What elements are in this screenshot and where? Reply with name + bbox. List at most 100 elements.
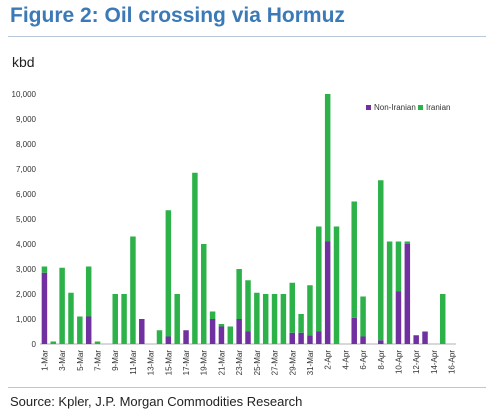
bar-iranian [59,267,65,344]
legend-label: Iranian [426,103,450,112]
x-tick-label: 11-Mar [129,350,138,375]
bar-iranian [307,285,313,336]
bar-non-iranian [351,317,357,344]
bar-non-iranian [289,332,295,344]
x-tick-label: 21-Mar [217,350,226,376]
bar-non-iranian [360,336,366,344]
bar-iranian [209,311,216,319]
x-tick-label: 12-Apr [412,350,421,374]
bar-iranian [77,316,83,344]
y-tick-label: 0 [32,340,37,349]
bar-iranian [404,241,411,244]
x-tick-label: 14-Apr [430,350,439,374]
bar-iranian [227,326,234,344]
x-tick-label: 8-Apr [377,350,386,370]
bar-iranian [439,294,446,344]
bar-iranian [192,172,198,344]
bar-iranian [130,236,136,344]
x-tick-label: 23-Mar [235,350,244,376]
x-tick-label: 6-Apr [359,350,368,370]
bar-iranian [201,244,207,344]
bar-non-iranian [404,244,411,344]
stacked-bar-chart: 0 1,000 2,000 3,000 4,000 5,000 6,000 7,000 8,00… [12,90,457,376]
bar-non-iranian [139,319,145,344]
x-tick-label: 3-Mar [58,350,67,371]
bar-iranian [68,292,74,344]
y-tick-label: 5,000 [16,215,37,224]
bar-iranian [245,280,251,332]
bar-iranian [386,241,393,344]
bar-iranian [316,226,322,332]
x-tick-label: 5-Mar [76,350,85,371]
y-tick-label: 4,000 [16,240,37,249]
bar-iranian [50,341,57,344]
y-tick-label: 10,000 [12,90,37,99]
bar-non-iranian [183,330,189,344]
bar-iranian [395,241,402,292]
x-tick-label: 27-Mar [271,350,280,376]
x-tick-label: 29-Mar [288,350,297,376]
y-tick-label: 7,000 [16,165,37,174]
bar-iranian [174,294,180,344]
bar-iranian [218,324,225,327]
bar-iranian [112,294,118,344]
bar-non-iranian [422,331,428,344]
bar-non-iranian [307,335,313,344]
bar-iranian [360,296,366,337]
x-tick-label: 1-Mar [40,350,49,371]
bar-non-iranian [378,340,384,344]
bar-non-iranian [209,319,216,344]
bar-iranian [262,294,269,344]
y-tick-label: 1,000 [16,315,37,324]
bar-iranian [271,294,278,344]
bar-non-iranian [413,335,419,344]
bar-non-iranian [316,331,322,344]
x-tick-label: 31-Mar [306,350,315,376]
legend-swatch [418,105,423,110]
y-tick-label: 6,000 [16,190,37,199]
x-tick-label: 25-Mar [253,350,262,376]
bar-non-iranian [165,336,172,344]
y-tick-label: 8,000 [16,140,37,149]
bar-iranian [121,294,127,344]
x-tick-label: 16-Apr [448,350,457,374]
bar-non-iranian [85,316,92,344]
bar-iranian [41,266,48,273]
x-tick-label: 10-Apr [394,350,403,374]
bar-non-iranian [298,332,304,344]
bar-iranian [351,201,357,318]
bar-iranian [280,294,287,344]
x-tick-label: 15-Mar [164,350,173,376]
bar-iranian [289,282,295,333]
y-tick-label: 9,000 [16,115,37,124]
bar-non-iranian [245,331,251,344]
bar-iranian [85,266,92,317]
bar-iranian [165,210,172,337]
legend-label: Non-Iranian [374,103,416,112]
bar-iranian [333,226,340,344]
x-tick-label: 19-Mar [200,350,209,376]
bar-non-iranian [324,241,331,344]
x-tick-label: 2-Apr [324,350,333,370]
bar-non-iranian [395,291,402,344]
x-tick-label: 17-Mar [182,350,191,376]
bar-iranian [94,341,101,344]
bar-iranian [298,314,304,333]
bar-non-iranian [41,272,48,344]
source-rule [8,387,486,388]
x-tick-label: 9-Mar [111,350,120,371]
title-rule [8,36,486,37]
x-tick-label: 4-Apr [341,350,350,370]
chart-title: Figure 2: Oil crossing via Hormuz [10,4,345,27]
source-note: Source: Kpler, J.P. Morgan Commodities R… [10,394,303,409]
x-tick-label: 13-Mar [147,350,156,376]
y-tick-label: 3,000 [16,265,37,274]
x-tick-label: 7-Mar [94,350,103,371]
bar-non-iranian [236,319,242,344]
bar-iranian [378,180,384,341]
legend-swatch [366,105,371,110]
y-axis-unit: kbd [12,54,35,70]
bar-iranian [254,292,260,344]
bar-non-iranian [218,326,225,344]
y-tick-label: 2,000 [16,290,37,299]
